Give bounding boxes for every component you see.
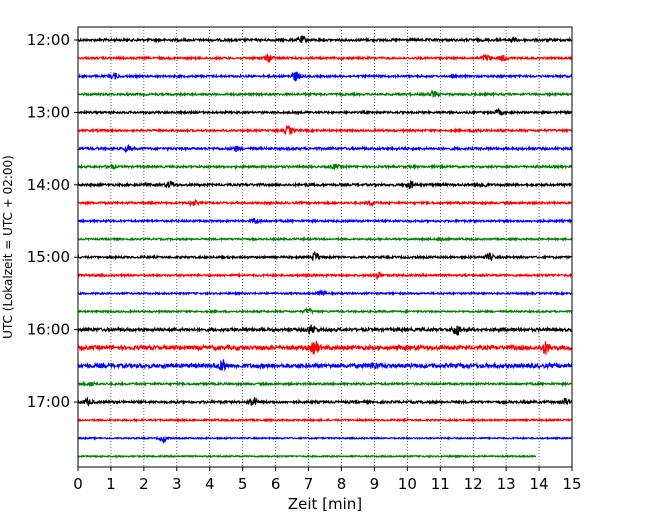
y-tick-label: 17:00 [27,393,70,411]
trace-1415 [77,198,573,208]
x-tick-label: 5 [238,475,248,493]
x-tick-label: 13 [497,475,516,493]
x-tick-label: 15 [562,475,581,493]
trace-1245 [77,89,573,98]
trace-1600 [77,324,573,336]
x-tick-label: 1 [106,475,116,493]
x-tick-label: 7 [304,475,314,493]
trace-1730 [77,435,573,445]
x-tick-label: 9 [370,475,380,493]
x-tick-label: 3 [172,475,182,493]
x-tick-label: 14 [530,475,549,493]
x-tick-label: 11 [431,475,450,493]
y-tick-label: 16:00 [27,321,70,339]
x-axis-label: Zeit [min] [288,495,362,513]
trace-1745 [77,453,537,459]
trace-1445 [77,235,573,243]
trace-layer [77,35,573,459]
trace-1230 [77,71,573,82]
x-tick-label: 8 [337,475,347,493]
trace-1700 [77,396,573,408]
trace-1345 [77,163,573,171]
y-tick-label: 13:00 [27,103,70,121]
plot-frame [77,26,573,468]
trace-1515 [77,271,573,280]
trace-1630 [77,359,573,372]
y-axis-label: UTC (Lokalzeit = UTC + 02:00) [1,155,15,339]
tick-layer: 0 1 2 3 4 5 6 7 8 9 10 11 12 13 14 1512:0013:0014:0015:… [27,31,582,493]
x-tick-label: 0 [73,475,83,493]
trace-1430 [77,217,573,225]
trace-1545 [77,307,573,316]
trace-1500 [77,250,573,262]
trace-1715 [77,417,573,424]
trace-1530 [77,288,573,297]
trace-1645 [77,380,573,388]
x-tick-label: 10 [398,475,417,493]
trace-1330 [77,143,573,153]
x-tick-label: 2 [139,475,149,493]
x-tick-label: 6 [271,475,281,493]
trace-1200 [77,35,573,44]
trace-1615 [77,341,573,355]
x-tick-label: 12 [464,475,483,493]
x-tick-label: 4 [205,475,215,493]
y-tick-label: 14:00 [27,176,70,194]
trace-1315 [77,124,573,136]
trace-1215 [77,53,573,63]
y-tick-label: 12:00 [27,31,70,49]
y-tick-label: 15:00 [27,248,70,266]
trace-1300 [77,107,573,116]
trace-1400 [77,179,573,190]
